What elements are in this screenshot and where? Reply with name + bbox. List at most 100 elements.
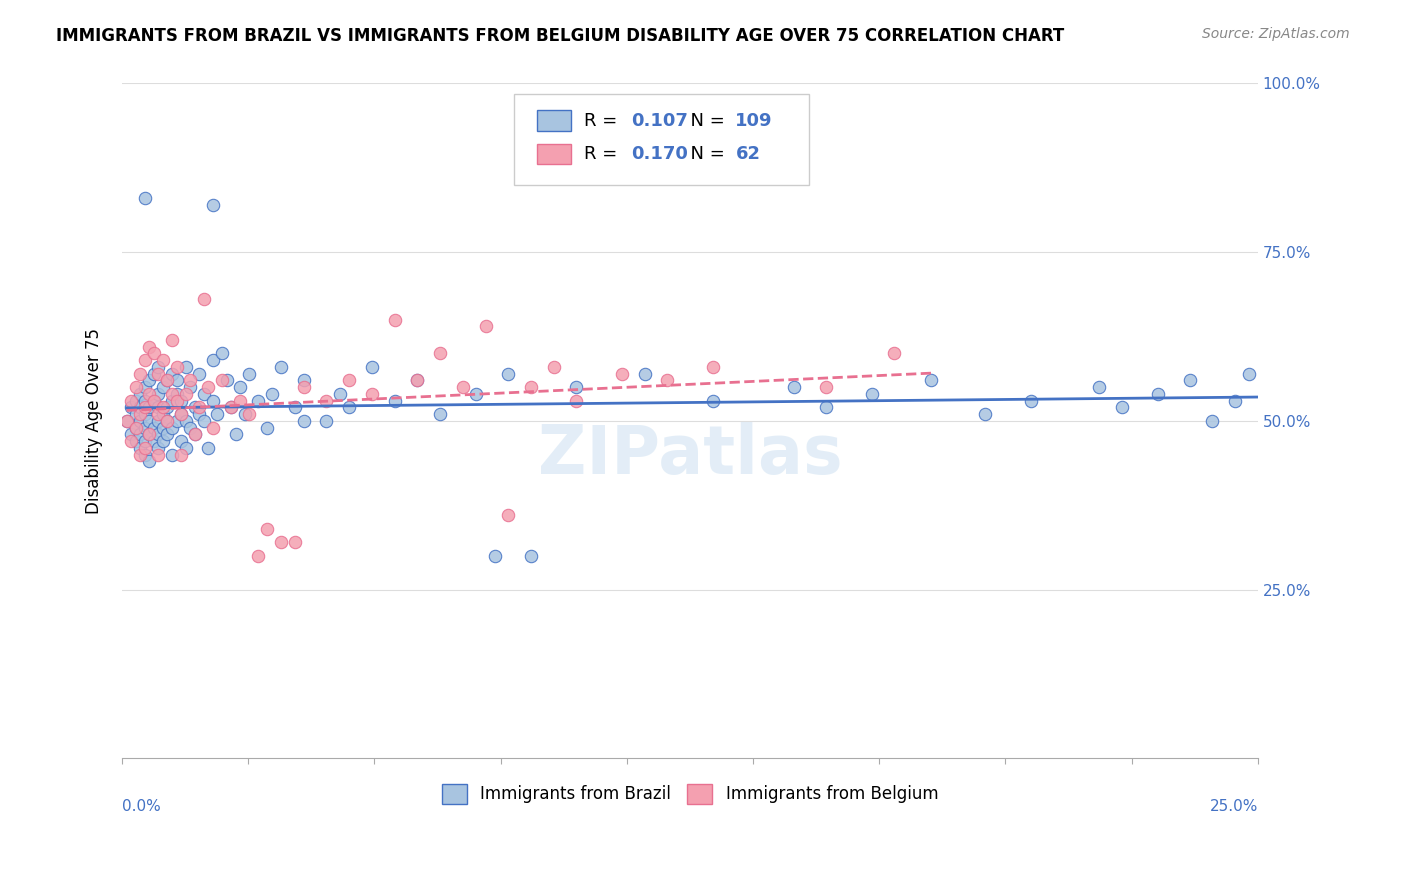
Point: [138, 427, 160, 442]
Text: 0.0%: 0.0%: [122, 799, 160, 814]
Point: [170, 434, 193, 449]
Point: [170, 407, 193, 421]
Text: N =: N =: [679, 112, 730, 129]
Point: [520, 549, 543, 563]
Point: [361, 387, 384, 401]
Point: [156, 414, 179, 428]
Point: [156, 427, 179, 442]
Point: [142, 367, 165, 381]
Point: [134, 393, 156, 408]
Point: [920, 373, 942, 387]
Point: [974, 407, 997, 421]
Point: [657, 373, 679, 387]
Point: [384, 312, 406, 326]
Point: [148, 367, 170, 381]
Point: [129, 367, 152, 381]
Point: [148, 387, 170, 401]
Point: [166, 414, 188, 428]
Point: [148, 401, 170, 415]
Point: [166, 387, 188, 401]
Point: [233, 407, 256, 421]
Y-axis label: Disability Age Over 75: Disability Age Over 75: [86, 328, 103, 514]
Point: [188, 367, 211, 381]
Point: [429, 407, 451, 421]
Point: [120, 393, 142, 408]
Text: N =: N =: [679, 145, 730, 163]
Point: [451, 380, 474, 394]
Point: [292, 380, 315, 394]
Point: [270, 359, 292, 374]
Point: [815, 401, 838, 415]
Text: Source: ZipAtlas.com: Source: ZipAtlas.com: [1202, 27, 1350, 41]
Point: [120, 427, 142, 442]
Point: [156, 401, 179, 415]
Point: [384, 393, 406, 408]
Point: [125, 434, 148, 449]
Point: [256, 522, 278, 536]
Text: 0.170: 0.170: [631, 145, 688, 163]
Point: [201, 420, 224, 434]
Point: [148, 359, 170, 374]
Point: [193, 387, 215, 401]
Point: [160, 387, 183, 401]
Point: [115, 414, 138, 428]
Point: [1147, 387, 1170, 401]
Point: [129, 441, 152, 455]
Point: [134, 380, 156, 394]
FancyBboxPatch shape: [515, 94, 810, 185]
Point: [160, 367, 183, 381]
Point: [1237, 367, 1260, 381]
Point: [138, 387, 160, 401]
Point: [125, 420, 148, 434]
Point: [702, 359, 724, 374]
Point: [125, 393, 148, 408]
Point: [138, 401, 160, 415]
Text: R =: R =: [585, 112, 623, 129]
Point: [184, 427, 207, 442]
Point: [315, 414, 337, 428]
Point: [152, 380, 174, 394]
Point: [484, 549, 506, 563]
Point: [142, 393, 165, 408]
Point: [229, 393, 252, 408]
Point: [219, 401, 242, 415]
Point: [406, 373, 429, 387]
Point: [152, 420, 174, 434]
Point: [142, 346, 165, 360]
Point: [238, 367, 260, 381]
Point: [783, 380, 806, 394]
Point: [129, 414, 152, 428]
Point: [1201, 414, 1223, 428]
Point: [166, 373, 188, 387]
Point: [174, 387, 197, 401]
Point: [292, 373, 315, 387]
Point: [702, 393, 724, 408]
Point: [247, 393, 270, 408]
Point: [193, 414, 215, 428]
Point: [134, 441, 156, 455]
Point: [142, 434, 165, 449]
Point: [138, 427, 160, 442]
Point: [134, 420, 156, 434]
Point: [1019, 393, 1042, 408]
Point: [565, 380, 588, 394]
Point: [152, 407, 174, 421]
Point: [229, 380, 252, 394]
Point: [152, 401, 174, 415]
Point: [134, 401, 156, 415]
Text: R =: R =: [585, 145, 623, 163]
Point: [134, 448, 156, 462]
Point: [201, 353, 224, 368]
Point: [883, 346, 905, 360]
Point: [160, 420, 183, 434]
Text: ZIPatlas: ZIPatlas: [537, 422, 842, 488]
FancyBboxPatch shape: [537, 145, 571, 164]
Point: [201, 198, 224, 212]
Legend: Immigrants from Brazil, Immigrants from Belgium: Immigrants from Brazil, Immigrants from …: [434, 777, 945, 811]
Point: [152, 353, 174, 368]
Point: [193, 293, 215, 307]
Point: [284, 401, 307, 415]
Point: [184, 401, 207, 415]
Point: [179, 380, 201, 394]
FancyBboxPatch shape: [537, 111, 571, 131]
